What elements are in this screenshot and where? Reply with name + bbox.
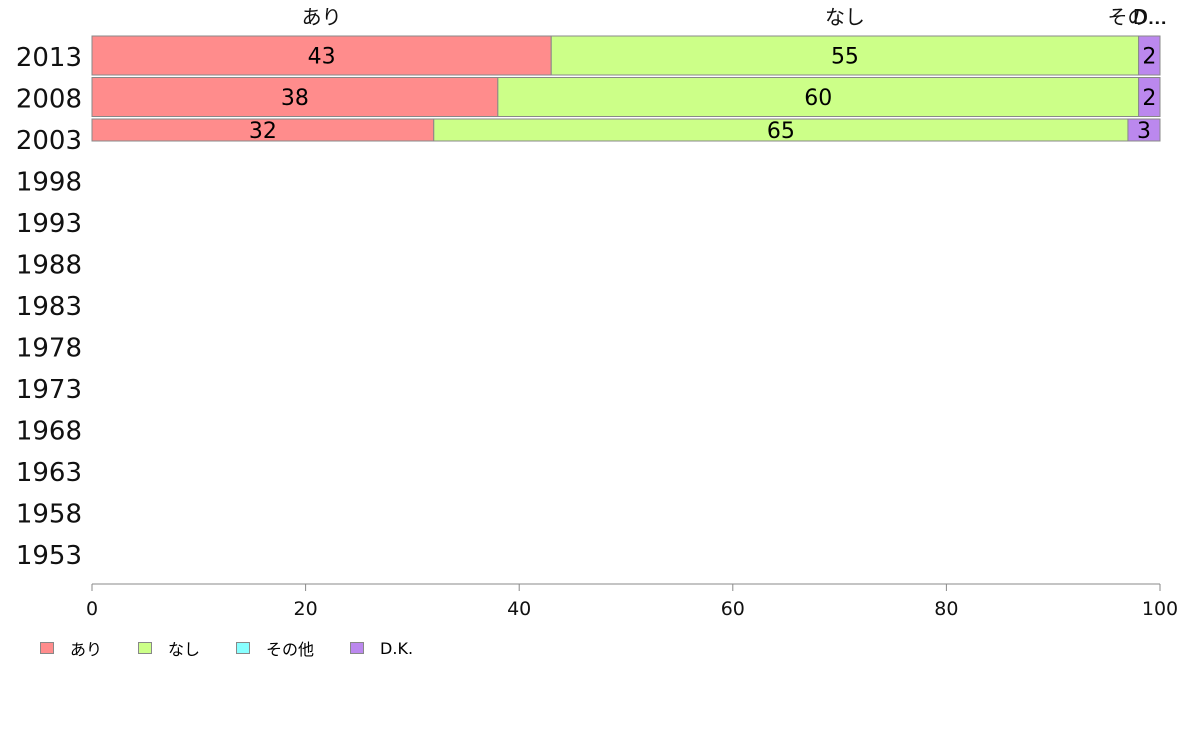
stacked-bar-chart: 2013 43 55 2 2008 38 60 2 2003 32 65 3 1998 1993 1988 1… [16,5,1178,620]
bar-segment [1138,77,1161,117]
category-label: 2008 [16,85,82,115]
data-label: 32 [249,119,277,144]
category-label: 2003 [16,126,82,156]
x-tick-label: 100 [1142,598,1178,620]
legend-item-ari: あり [40,636,102,660]
legend-item-other: その他 [236,636,314,660]
category-label: 1998 [16,168,82,198]
x-tick-label: 0 [86,598,98,620]
legend-swatch-ari [40,642,54,654]
data-label: 2 [1142,45,1156,70]
x-tick-label: 60 [721,598,745,620]
legend-label-other: その他 [266,640,315,659]
legend-label-dk: D.K. [380,638,414,658]
data-label: 3 [1137,119,1151,144]
bar-segment [550,35,1140,76]
x-tick-label: 20 [294,598,318,620]
category-label: 2013 [16,43,82,73]
bar-segment [1127,118,1161,142]
bar-segment [91,77,499,117]
top-series-label: あり [302,5,342,29]
bar-segment [1138,35,1161,76]
category-label: 1958 [16,500,82,530]
category-label: 1978 [16,334,82,364]
data-label: 38 [281,86,309,111]
legend-swatch-other [236,642,251,654]
category-label: 1973 [16,375,82,405]
legend-swatch-dk [350,642,365,654]
top-series-label: D... [1133,5,1167,29]
category-label: 1983 [16,292,82,322]
x-tick-label: 40 [507,598,531,620]
data-label: 60 [804,86,832,111]
legend-item-dk: D.K. [350,639,413,658]
data-label: 55 [831,45,859,70]
legend: あり なし その他 D.K. [40,636,449,660]
legend-label-ari: あり [70,640,103,659]
x-tick-label: 80 [934,598,958,620]
category-label: 1968 [16,417,82,447]
legend-swatch-nashi [138,642,153,654]
category-label: 1988 [16,251,82,281]
category-label: 1993 [16,209,82,239]
legend-item-nashi: なし [138,636,200,660]
data-label: 65 [767,119,795,144]
bar-segment [91,35,552,76]
bar-segment [497,77,1140,117]
category-label: 1953 [16,541,82,571]
data-label: 43 [308,45,336,70]
top-series-label: その... [1107,5,1166,29]
top-series-label: なし [825,5,865,29]
category-label: 1963 [16,458,82,488]
legend-label-nashi: なし [168,640,201,659]
data-label: 2 [1142,86,1156,111]
